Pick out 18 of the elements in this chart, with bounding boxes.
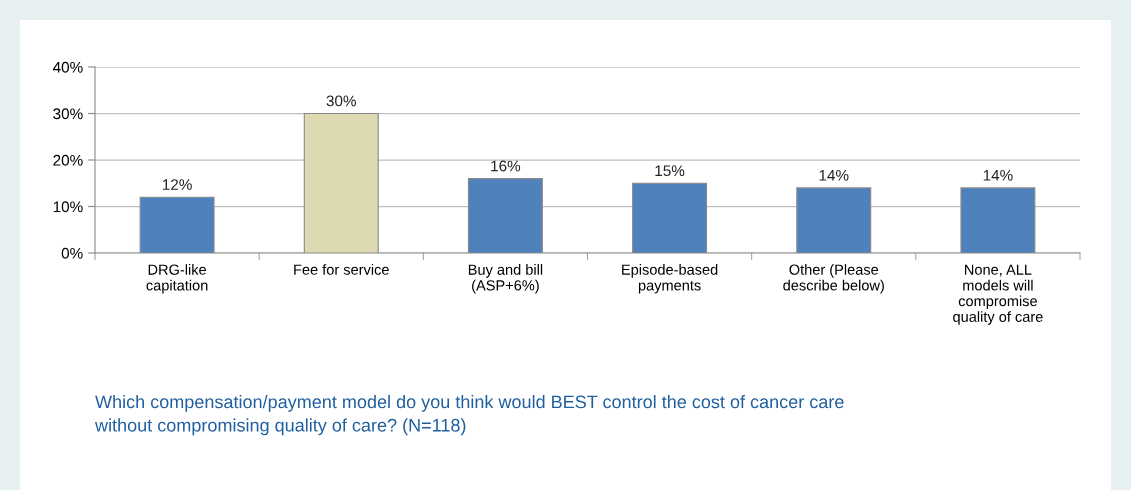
x-tick-label: DRG-like capitation xyxy=(146,264,208,294)
y-tick-label: 20% xyxy=(53,154,83,166)
data-label: 12% xyxy=(162,179,192,190)
x-tick-label: Fee for service xyxy=(294,264,389,275)
data-label: 16% xyxy=(491,160,521,172)
data-label: 30% xyxy=(326,95,356,107)
x-tick-label: None, ALL models will compromise quality of care xyxy=(953,264,1043,325)
data-label: 14% xyxy=(819,169,849,181)
y-tick-label: 10% xyxy=(53,201,83,213)
y-tick-label: 0% xyxy=(61,247,83,259)
y-tick-label: 30% xyxy=(53,108,83,120)
data-label: 14% xyxy=(983,169,1013,181)
text: Which compensation/payment model do you think would BEST control the cost of cancer care without compromising quality of care? (N=118) xyxy=(94,395,844,436)
x-tick-label: Episode-based payments xyxy=(622,264,718,294)
x-tick-label: Other (Please describe below) xyxy=(783,264,884,294)
data-label: 15% xyxy=(655,165,685,177)
y-tick-label: 40% xyxy=(52,61,83,73)
x-tick-label: Buy and bill (ASP+6%) xyxy=(468,264,543,294)
